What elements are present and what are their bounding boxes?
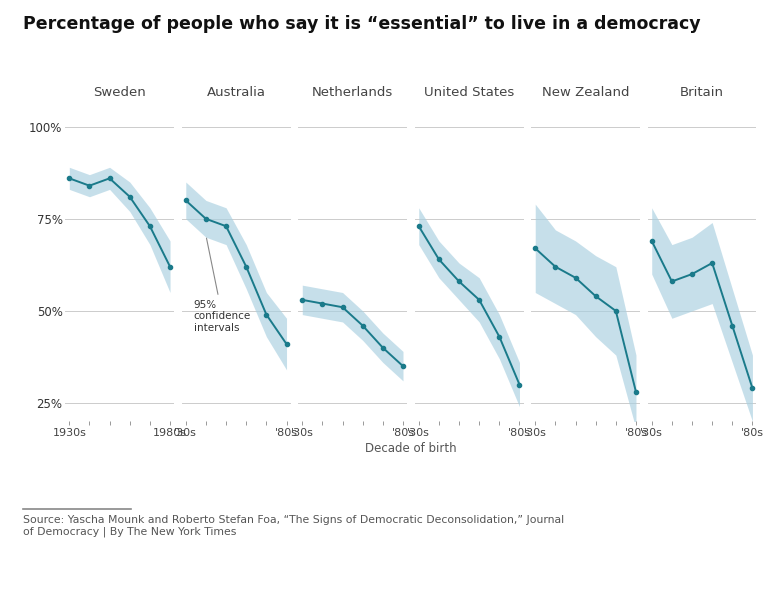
Text: United States: United States xyxy=(424,86,515,99)
Text: Sweden: Sweden xyxy=(93,86,146,99)
Text: 95%
confidence
intervals: 95% confidence intervals xyxy=(194,238,251,333)
Text: Source: Yascha Mounk and Roberto Stefan Foa, “The Signs of Democratic Deconsolid: Source: Yascha Mounk and Roberto Stefan … xyxy=(23,515,564,537)
Text: Percentage of people who say it is “essential” to live in a democracy: Percentage of people who say it is “esse… xyxy=(23,15,700,33)
Text: Australia: Australia xyxy=(207,86,266,99)
Text: Decade of birth: Decade of birth xyxy=(365,442,457,456)
Text: Britain: Britain xyxy=(680,86,724,99)
Text: New Zealand: New Zealand xyxy=(542,86,629,99)
Text: Netherlands: Netherlands xyxy=(312,86,393,99)
